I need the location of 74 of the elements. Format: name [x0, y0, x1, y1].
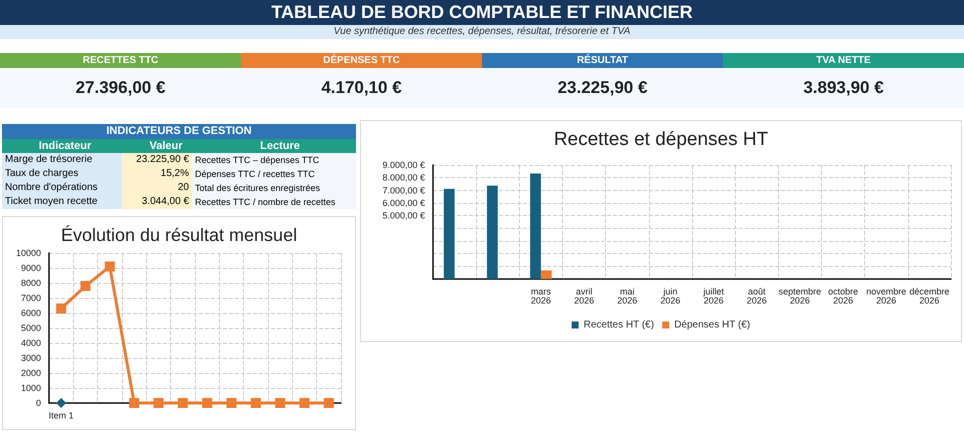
point [104, 262, 115, 272]
text: Lecture [204, 139, 356, 153]
x-tick-label: mars 2026 [530, 286, 552, 306]
x-tick-label: décembre 2026 [909, 286, 950, 306]
bar [444, 188, 455, 279]
text: Vue synthétique des recettes, dépenses, résultat, trésorerie et TVA [0, 25, 964, 39]
y-tick-label: 8.000,00 € [382, 172, 425, 183]
data-label: 23.225,90 € [556, 77, 648, 99]
text: Recettes TTC / nombre de recettes [194, 196, 336, 209]
point [154, 398, 164, 408]
category-label: TVA NETTE [723, 53, 964, 68]
data-label: 15,2% [160, 167, 190, 181]
data-label: 3.044,00 € [140, 195, 190, 209]
y-tick-label: 8000 [20, 278, 41, 288]
y-tick-label: 5000 [20, 323, 41, 333]
y-tick-label: 7000 [20, 293, 41, 303]
point [275, 398, 286, 408]
y-tick-label: 6000 [20, 308, 41, 318]
category-label: DÉPENSES TTC [241, 53, 482, 68]
point [226, 398, 236, 408]
y-tick-label: 2000 [20, 368, 41, 378]
text: Valeur [128, 139, 204, 153]
point [178, 398, 188, 408]
y-tick-label: 9000 [20, 263, 41, 273]
x-tick-label: septembre 2026 [778, 286, 822, 306]
point [202, 398, 212, 408]
text: Dépenses TTC / recettes TTC [194, 168, 316, 181]
category-label: RECETTES TTC [0, 53, 241, 68]
category-label: Marge de trésorerie [4, 153, 94, 167]
data-label: 3.893,90 € [802, 77, 885, 99]
y-tick-label: 10000 [16, 248, 41, 258]
data-label: 27.396,00 € [74, 77, 166, 99]
y-tick-label: 4000 [20, 338, 41, 348]
bar [486, 186, 498, 279]
text: Indicateur [2, 139, 128, 153]
point [56, 304, 66, 314]
y-tick-label: 3000 [20, 353, 41, 363]
text: TABLEAU DE BORD COMPTABLE ET FINANCIER [0, 0, 964, 25]
y-tick-label: 1000 [20, 383, 41, 393]
category-label: Ticket moyen recette [4, 195, 98, 209]
y-tick-label: 0 [36, 398, 41, 408]
y-tick-label: 7.000,00 € [382, 185, 425, 196]
y-tick-label: 5.000,00 € [382, 210, 425, 221]
point [250, 398, 261, 408]
point [56, 398, 66, 408]
x-tick-label: avril 2026 [574, 286, 594, 306]
category-label: RÉSULTAT [482, 53, 723, 68]
point [300, 398, 310, 408]
data-label: 20 [176, 181, 190, 195]
x-tick-label: octobre 2026 [828, 286, 858, 306]
x-tick-label: juin 2026 [660, 286, 680, 306]
bar [540, 270, 552, 279]
legend-label: Dépenses HT (€) [674, 320, 750, 330]
text: Total des écritures enregistrées [194, 182, 322, 195]
x-tick-label: août 2026 [746, 286, 767, 306]
data-label: 4.170,10 € [320, 77, 403, 99]
legend-label: Recettes HT (€) [584, 320, 654, 330]
point [324, 398, 334, 408]
category-label: Nombre d'opérations [4, 181, 99, 195]
x-tick-label: Item 1 [48, 410, 74, 420]
x-tick-label: mai 2026 [617, 286, 638, 306]
text: INDICATEURS DE GESTION [2, 124, 356, 139]
data-label: 23.225,90 € [135, 153, 190, 167]
x-tick-label: novembre 2026 [866, 286, 906, 306]
chart-title: Recettes et dépenses HT [554, 129, 769, 150]
text: Recettes TTC – dépenses TTC [194, 154, 320, 167]
category-label: Taux de charges [4, 167, 80, 181]
y-tick-label: 9.000,00 € [382, 160, 425, 170]
chart-title: Évolution du résultat mensuel [60, 225, 298, 245]
point [80, 281, 90, 291]
x-tick-label: juillet 2026 [702, 286, 724, 306]
y-tick-label: 6.000,00 € [382, 198, 425, 208]
point [129, 398, 140, 408]
bar [530, 173, 541, 279]
